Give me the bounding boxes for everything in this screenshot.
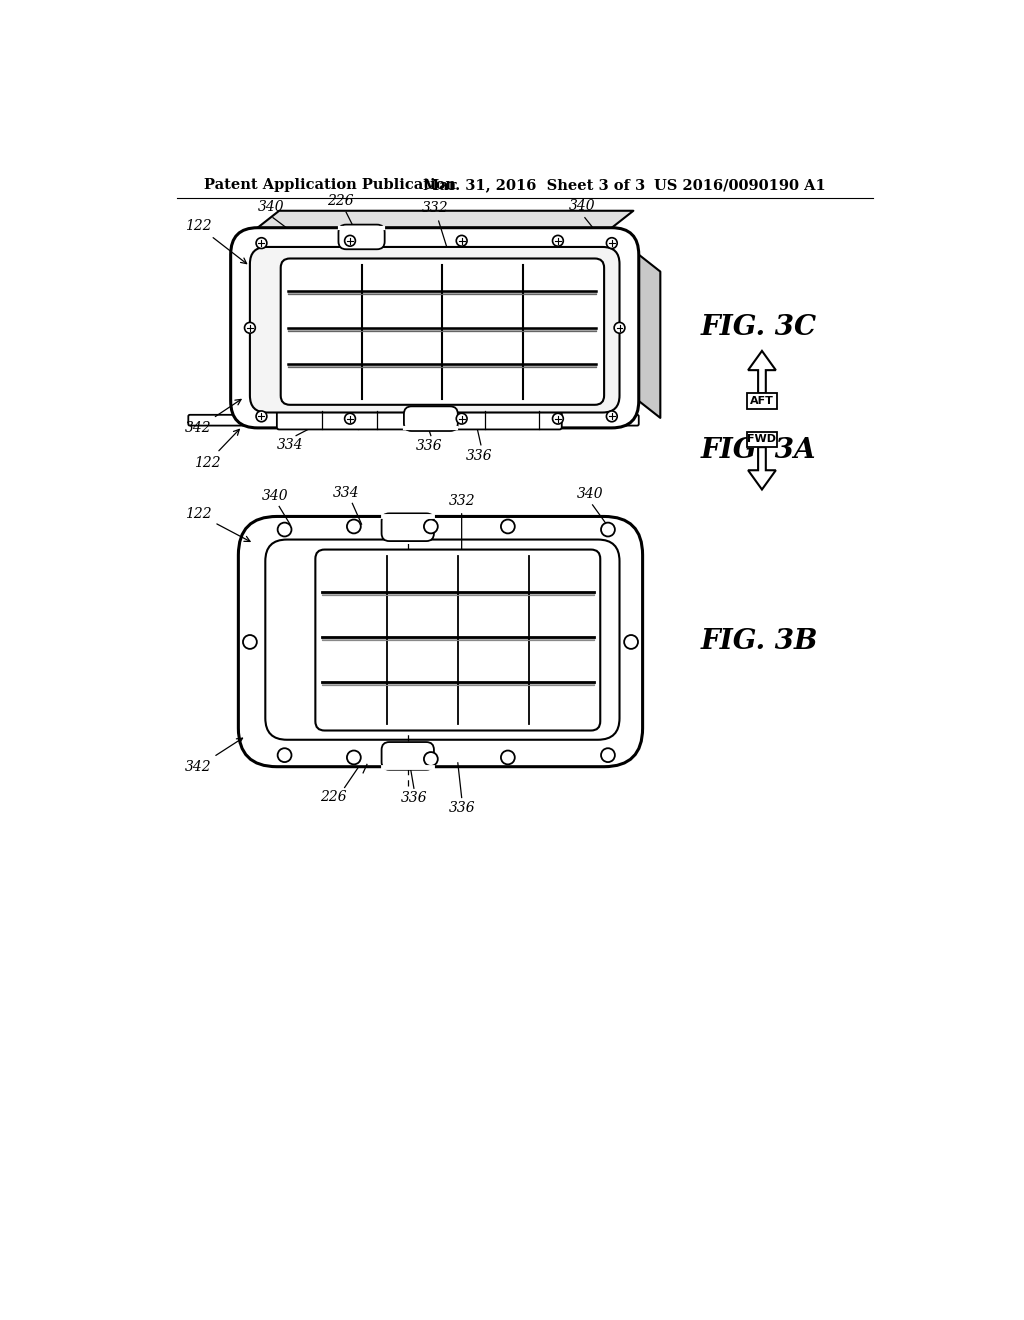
Polygon shape bbox=[322, 682, 594, 685]
FancyBboxPatch shape bbox=[230, 227, 639, 428]
FancyBboxPatch shape bbox=[748, 393, 776, 409]
Text: Mar. 31, 2016  Sheet 3 of 3: Mar. 31, 2016 Sheet 3 of 3 bbox=[423, 178, 645, 193]
Text: 340: 340 bbox=[262, 488, 289, 503]
Circle shape bbox=[553, 413, 563, 424]
Text: Patent Application Publication: Patent Application Publication bbox=[204, 178, 456, 193]
Text: 342: 342 bbox=[185, 738, 243, 774]
Polygon shape bbox=[289, 364, 596, 367]
FancyBboxPatch shape bbox=[265, 540, 620, 739]
FancyBboxPatch shape bbox=[382, 513, 434, 541]
Polygon shape bbox=[749, 447, 776, 490]
Circle shape bbox=[601, 523, 614, 536]
Text: FIG. 3C: FIG. 3C bbox=[700, 314, 816, 342]
FancyBboxPatch shape bbox=[339, 224, 385, 249]
Text: 336: 336 bbox=[466, 449, 493, 463]
Text: 334: 334 bbox=[276, 438, 303, 451]
FancyBboxPatch shape bbox=[281, 259, 604, 405]
Circle shape bbox=[501, 520, 515, 533]
Text: 336: 336 bbox=[449, 800, 475, 814]
Circle shape bbox=[606, 238, 617, 248]
FancyBboxPatch shape bbox=[250, 247, 620, 412]
Text: FIG. 3B: FIG. 3B bbox=[700, 628, 818, 656]
Text: 226: 226 bbox=[328, 194, 354, 207]
Text: 340: 340 bbox=[258, 199, 285, 214]
Circle shape bbox=[424, 752, 438, 766]
Polygon shape bbox=[749, 351, 776, 393]
Polygon shape bbox=[639, 255, 660, 418]
Text: 122: 122 bbox=[185, 219, 247, 264]
Text: FWD: FWD bbox=[748, 434, 776, 445]
Polygon shape bbox=[289, 292, 596, 294]
Text: FIG. 3A: FIG. 3A bbox=[700, 437, 816, 465]
FancyBboxPatch shape bbox=[315, 549, 600, 730]
Polygon shape bbox=[258, 211, 634, 227]
Circle shape bbox=[457, 413, 467, 424]
Circle shape bbox=[256, 238, 267, 248]
Circle shape bbox=[347, 520, 360, 533]
Circle shape bbox=[457, 235, 467, 247]
Circle shape bbox=[256, 411, 267, 422]
Circle shape bbox=[501, 751, 515, 764]
Circle shape bbox=[606, 411, 617, 422]
Circle shape bbox=[245, 322, 255, 333]
Text: 334: 334 bbox=[333, 486, 359, 499]
FancyBboxPatch shape bbox=[382, 742, 434, 770]
Text: 122: 122 bbox=[195, 429, 240, 470]
Text: 332: 332 bbox=[449, 494, 475, 552]
Polygon shape bbox=[322, 638, 594, 640]
Text: 226: 226 bbox=[319, 789, 346, 804]
Text: AFT: AFT bbox=[750, 396, 774, 407]
Polygon shape bbox=[289, 327, 596, 331]
Text: 340: 340 bbox=[577, 487, 603, 502]
Circle shape bbox=[278, 748, 292, 762]
FancyBboxPatch shape bbox=[748, 432, 776, 447]
Text: 342: 342 bbox=[185, 400, 241, 434]
Text: 340: 340 bbox=[569, 199, 596, 213]
Circle shape bbox=[278, 523, 292, 536]
Text: US 2016/0090190 A1: US 2016/0090190 A1 bbox=[654, 178, 826, 193]
Circle shape bbox=[553, 235, 563, 247]
Polygon shape bbox=[322, 591, 594, 595]
Circle shape bbox=[424, 520, 438, 533]
Text: 122: 122 bbox=[185, 507, 250, 541]
FancyBboxPatch shape bbox=[403, 407, 458, 430]
FancyBboxPatch shape bbox=[239, 516, 643, 767]
Circle shape bbox=[345, 413, 355, 424]
Circle shape bbox=[625, 635, 638, 649]
Circle shape bbox=[347, 751, 360, 764]
FancyBboxPatch shape bbox=[276, 411, 562, 429]
Text: 332: 332 bbox=[422, 202, 454, 267]
Circle shape bbox=[345, 235, 355, 247]
FancyBboxPatch shape bbox=[188, 414, 639, 425]
Circle shape bbox=[601, 748, 614, 762]
Text: 336: 336 bbox=[416, 440, 442, 454]
Text: 336: 336 bbox=[400, 792, 427, 805]
Circle shape bbox=[243, 635, 257, 649]
Circle shape bbox=[614, 322, 625, 333]
